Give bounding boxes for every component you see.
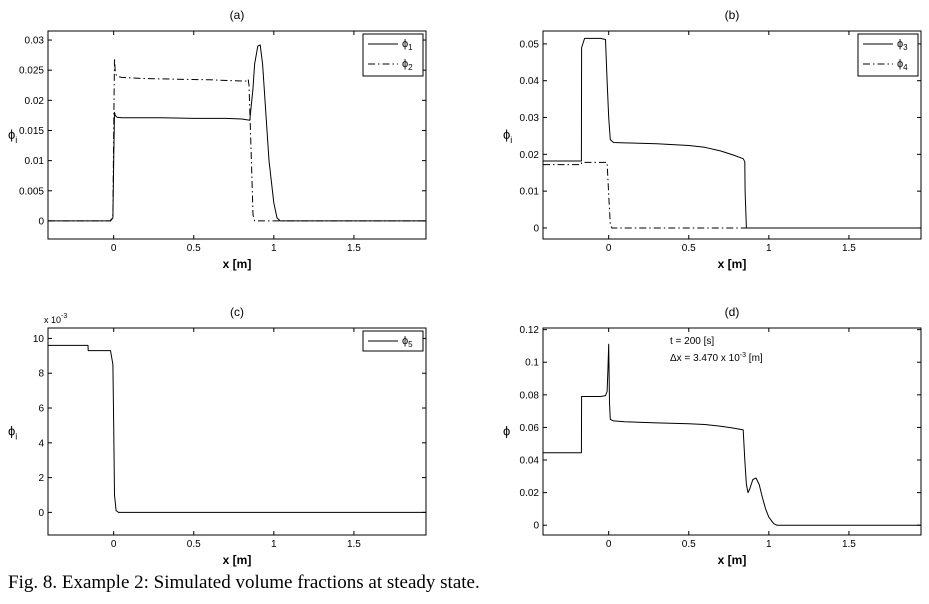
y-tick-label: 0 [38, 216, 44, 227]
y-tick-label: 0 [533, 223, 539, 234]
legend: ϕ5 [362, 330, 424, 352]
legend-box [362, 33, 424, 77]
x-tick-label: 1 [766, 243, 772, 254]
plot-frame [542, 327, 922, 536]
legend-box [857, 33, 919, 77]
x-tick-label: 1 [766, 539, 772, 550]
series-line-phi4 [543, 161, 921, 229]
y-tick-label: 0.01 [520, 187, 540, 198]
x-tick-label: 0.5 [187, 243, 201, 254]
y-axis-label: ϕi [503, 127, 512, 145]
x-tick-label: 0 [111, 539, 117, 550]
y-tick-label: 0.025 [19, 66, 44, 77]
y-tick-label: 0 [533, 521, 539, 532]
y-axis-label: ϕ [503, 424, 510, 439]
y-tick-label: 0.04 [520, 456, 540, 467]
plot-frame [542, 30, 922, 240]
chart-c: 0 0.5 1 1.5 0 2 4 6 8 10 (c) x [m] ϕi x 10-3 ϕ5 [8, 305, 427, 567]
x-tick-label: 0 [606, 539, 612, 550]
y-tick-label: 0.12 [520, 325, 540, 336]
legend-entry: ϕ4 [897, 58, 908, 72]
x-tick-label: 0.5 [187, 539, 201, 550]
chart-title: (d) [725, 305, 740, 319]
chart-d: 0 0.5 1 1.5 0 0.02 0.04 0.06 0.08 0.1 0.12 (d) x [m]… [503, 305, 922, 567]
y-tick-label: 0.02 [25, 96, 45, 107]
y-tick-label: 4 [38, 438, 44, 449]
y-tick-label: 0.03 [25, 36, 45, 47]
y-tick-label: 0.02 [520, 488, 540, 499]
figure: 0 0.5 1 1.5 0 0.005 0.01 0.015 0.02 0.025 0.03 (a) x… [8, 8, 922, 567]
legend-entry: ϕ3 [897, 38, 908, 52]
x-axis-label: x [m] [223, 553, 252, 567]
series-line-phi3 [543, 37, 921, 229]
series-line-phi [543, 343, 921, 526]
series-line-phi1 [48, 44, 426, 222]
chart-b: 0 0.5 1 1.5 0 0.01 0.02 0.03 0.04 0.05 (b) x [m] ϕi ϕ… [503, 8, 922, 271]
x-tick-label: 1.5 [842, 539, 856, 550]
annotation: t = 200 [s] [670, 336, 714, 347]
x-tick-label: 0.5 [682, 539, 696, 550]
x-axis-label: x [m] [718, 553, 747, 567]
x-axis-label: x [m] [223, 257, 252, 271]
series-line-phi5 [48, 344, 426, 513]
chart-title: (a) [230, 8, 245, 22]
figure-caption: Fig. 8. Example 2: Simulated volume frac… [8, 572, 480, 593]
legend-entry: ϕ1 [402, 38, 413, 52]
x-tick-label: 1 [271, 243, 277, 254]
y-tick-label: 0.03 [520, 113, 540, 124]
y-tick-label: 0.05 [520, 39, 540, 50]
y-tick-label: 2 [38, 473, 44, 484]
y-tick-label: 6 [38, 404, 44, 415]
y-tick-label: 0.08 [520, 390, 540, 401]
x-axis-label: x [m] [718, 257, 747, 271]
y-tick-label: 8 [38, 369, 44, 380]
chart-title: (c) [230, 305, 244, 319]
axis-exponent: x 10-3 [44, 313, 67, 325]
legend-entry: ϕ5 [402, 335, 413, 349]
y-tick-label: 0 [38, 508, 44, 519]
x-tick-label: 1 [271, 539, 277, 550]
y-tick-label: 0.01 [25, 156, 45, 167]
y-tick-label: 0.02 [520, 150, 540, 161]
chart-a: 0 0.5 1 1.5 0 0.005 0.01 0.015 0.02 0.025 0.03 (a) x… [8, 8, 427, 271]
x-tick-label: 0 [606, 243, 612, 254]
y-tick-label: 0.1 [525, 358, 539, 369]
x-tick-label: 1.5 [842, 243, 856, 254]
x-tick-label: 1.5 [347, 243, 361, 254]
x-tick-label: 0.5 [682, 243, 696, 254]
y-tick-label: 10 [33, 334, 45, 345]
plot-frame [47, 30, 427, 240]
chart-title: (b) [725, 8, 740, 22]
y-axis-label: ϕi [8, 424, 17, 442]
annotation: Δx = 3.470 x 10-3 [m] [670, 352, 763, 364]
series-line-phi2 [48, 57, 426, 222]
plot-frame [47, 327, 427, 536]
y-tick-label: 0.005 [19, 186, 44, 197]
y-tick-label: 0.06 [520, 423, 540, 434]
y-axis-label: ϕi [8, 127, 17, 145]
x-tick-label: 1.5 [347, 539, 361, 550]
y-tick-label: 0.015 [19, 126, 44, 137]
x-tick-label: 0 [111, 243, 117, 254]
legend-entry: ϕ2 [402, 58, 413, 72]
y-tick-label: 0.04 [520, 76, 540, 87]
